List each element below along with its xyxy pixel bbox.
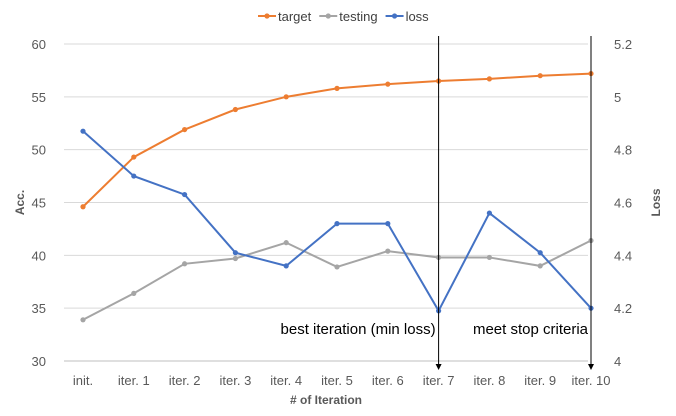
y-tick-label: 45 <box>32 196 46 211</box>
data-point-loss <box>283 263 289 269</box>
x-tick-label: iter. 6 <box>372 373 404 388</box>
data-point-testing <box>131 290 137 296</box>
series-testing <box>80 237 594 323</box>
y-tick-label: 55 <box>32 90 46 105</box>
data-point-loss <box>131 173 137 179</box>
data-point-loss <box>537 250 543 256</box>
legend-item-loss: loss <box>385 9 430 24</box>
legend-marker <box>325 13 331 19</box>
x-tick-label: iter. 9 <box>524 373 556 388</box>
data-point-testing <box>537 263 543 269</box>
y-tick-label: 30 <box>32 354 46 369</box>
data-point-loss <box>385 221 391 227</box>
x-tick-label: init. <box>73 373 93 388</box>
annotation-layer: best iteration (min loss) meet stop crite… <box>281 36 594 370</box>
data-point-testing <box>283 240 289 246</box>
data-point-testing <box>80 317 86 323</box>
data-point-loss <box>232 250 238 256</box>
y2-tick-label: 4.8 <box>614 143 632 158</box>
x-tick-label: iter. 4 <box>270 373 302 388</box>
y-tick-label: 40 <box>32 248 46 263</box>
x-tick-label: iter. 7 <box>423 373 455 388</box>
y-tick-label: 50 <box>32 143 46 158</box>
series-line-loss <box>82 130 592 313</box>
data-point-loss <box>182 191 188 198</box>
left-axis-ticks: 30 35 40 45 50 55 60 <box>32 37 46 369</box>
data-point-testing <box>232 255 238 262</box>
y2-tick-label: 4 <box>614 354 621 369</box>
data-point-testing <box>182 261 188 267</box>
x-tick-label: iter. 1 <box>118 373 150 388</box>
right-axis-ticks: 4 4.2 4.4 4.6 4.8 5 5.2 <box>614 37 632 369</box>
annotation-arrowhead <box>588 364 594 370</box>
series-loss <box>80 128 594 314</box>
data-point-target <box>537 73 543 79</box>
data-point-loss <box>334 221 340 227</box>
data-point-target <box>486 76 492 82</box>
data-point-target <box>232 106 238 113</box>
gridlines <box>64 43 588 362</box>
x-axis-title: # of Iteration <box>290 393 362 407</box>
series-target <box>80 70 594 210</box>
y2-tick-label: 4.6 <box>614 196 632 211</box>
x-tick-label: iter. 10 <box>571 373 610 388</box>
x-tick-label: iter. 2 <box>169 373 201 388</box>
legend-label: loss <box>406 9 430 24</box>
legend-marker <box>264 13 270 19</box>
y-tick-label: 35 <box>32 301 46 316</box>
data-point-testing <box>334 264 340 270</box>
data-point-target <box>385 81 391 87</box>
data-point-loss <box>80 128 86 134</box>
legend-marker <box>391 13 398 19</box>
x-tick-label: iter. 3 <box>220 373 252 388</box>
data-point-target <box>131 154 137 160</box>
series-line-target <box>82 72 592 208</box>
legend-label: target <box>278 9 312 24</box>
x-axis-ticks: init. iter. 1 iter. 2 iter. 3 iter. 4 iter. 5… <box>73 373 611 388</box>
annotation-arrowhead <box>435 364 442 370</box>
data-point-target <box>334 85 340 91</box>
data-point-testing <box>385 248 391 254</box>
data-point-loss <box>486 210 492 216</box>
y-tick-label: 60 <box>32 37 46 52</box>
legend-label: testing <box>339 9 377 24</box>
y2-tick-label: 4.2 <box>614 301 632 316</box>
legend-item-testing: testing <box>319 9 378 24</box>
data-point-testing <box>486 254 492 261</box>
y2-axis-title: Loss <box>649 188 663 216</box>
data-point-target <box>80 204 86 210</box>
annotation-label: best iteration (min loss) <box>281 321 436 338</box>
data-point-target <box>283 94 289 100</box>
annotation-label: meet stop criteria <box>473 321 589 338</box>
y2-tick-label: 5.2 <box>614 37 632 52</box>
y-axis-title: Acc. <box>13 190 27 215</box>
y2-tick-label: 4.4 <box>614 248 632 263</box>
legend-item-target: target <box>258 9 312 24</box>
x-tick-label: iter. 5 <box>321 373 353 388</box>
y2-tick-label: 5 <box>614 90 621 105</box>
series-layer <box>80 70 594 323</box>
x-tick-label: iter. 8 <box>474 373 506 388</box>
legend: target testing loss <box>258 9 429 24</box>
data-point-target <box>182 126 188 133</box>
